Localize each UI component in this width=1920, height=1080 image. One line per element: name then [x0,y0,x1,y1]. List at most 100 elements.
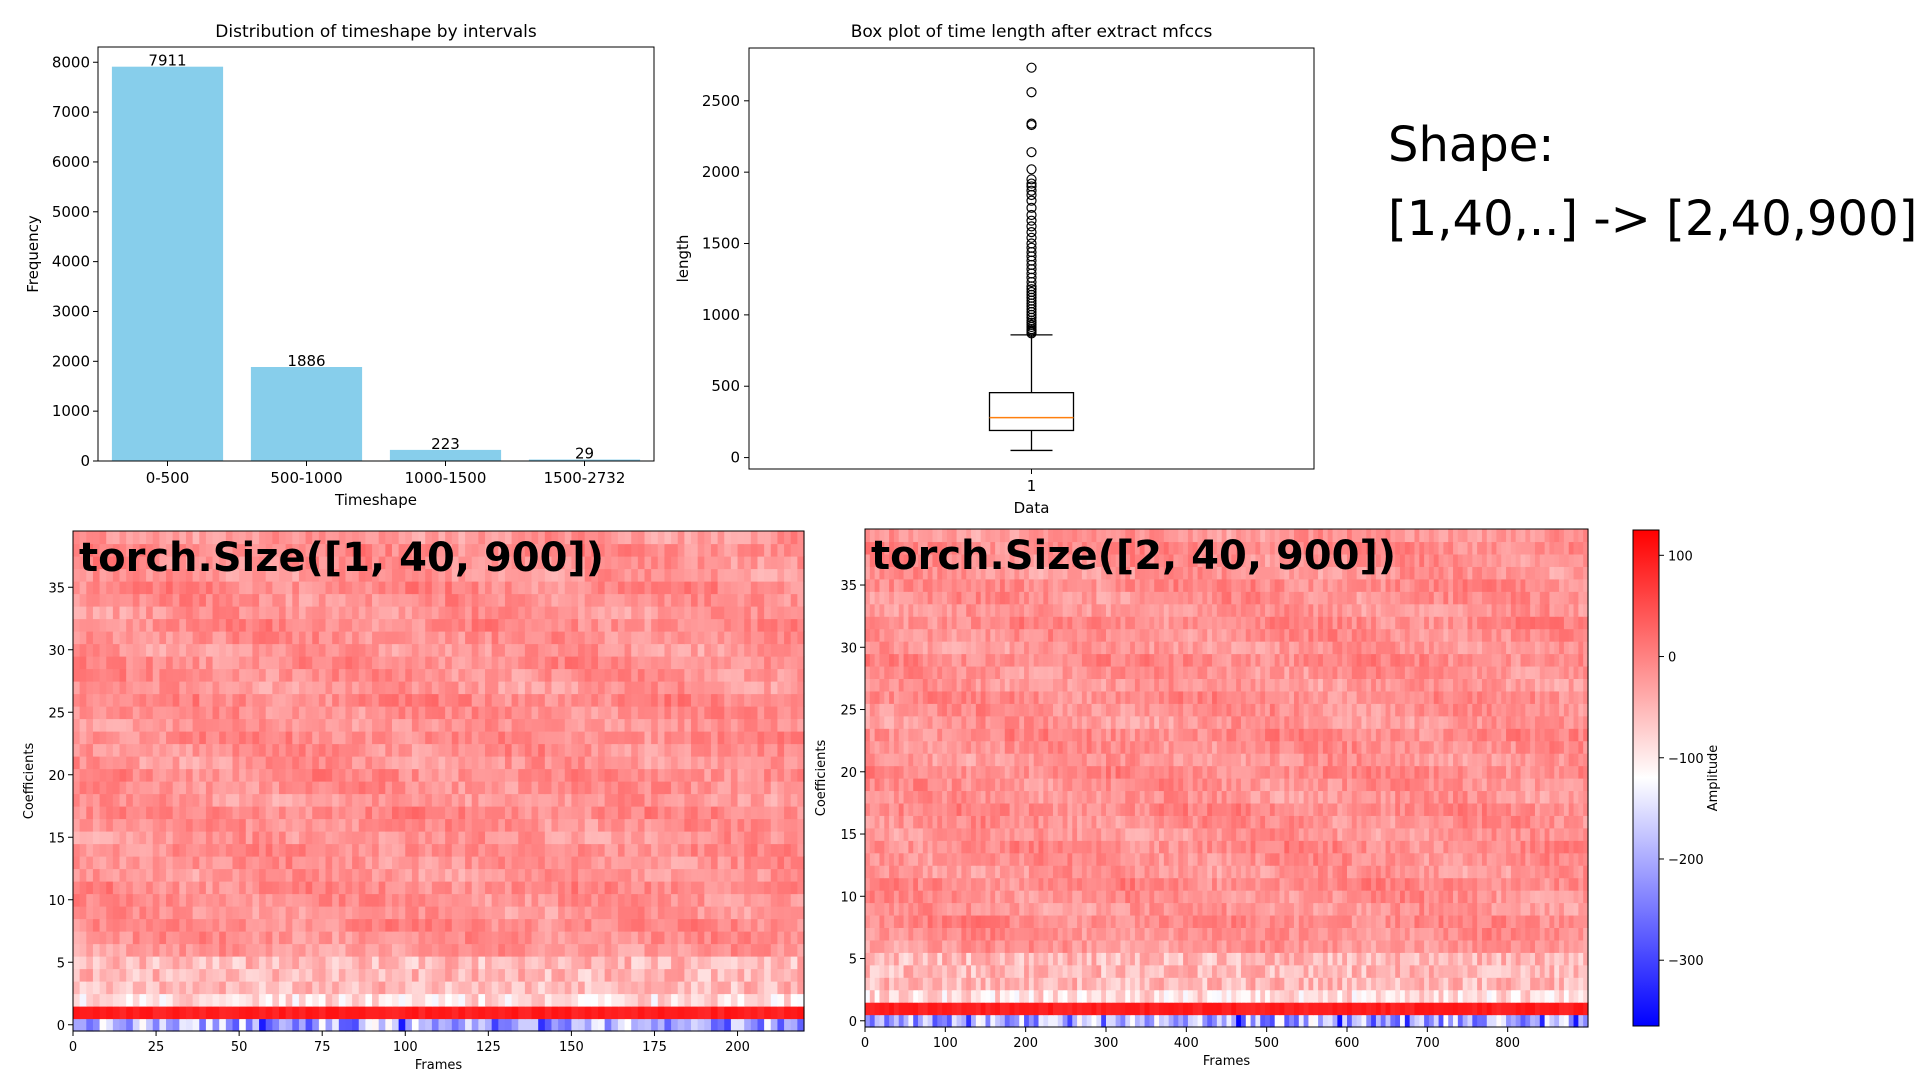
heatmap-cell [219,556,227,570]
heatmap-cell [159,1018,167,1032]
heatmap-cell [471,543,479,557]
heatmap-cell [418,768,426,782]
heatmap-cell [671,843,679,857]
heatmap-cell [372,631,380,645]
heatmap-cell [1245,1014,1252,1028]
heatmap-cell [438,756,446,770]
heatmap-cell [225,693,234,707]
heatmap-cell [365,906,373,920]
heatmap-cell [232,656,240,670]
heatmap-cell [431,756,440,770]
heatmap-cell [524,1006,533,1020]
heatmap-cell [797,893,805,907]
heatmap-cell [913,1002,919,1016]
heatmap-cell [292,756,300,770]
heatmap-cell [1361,1002,1367,1016]
heatmap-cell [1390,1014,1396,1028]
heatmap-cell [1163,1014,1170,1028]
heatmap-cell [106,581,114,595]
heatmap-cell [498,806,506,820]
heatmap-cell [637,706,646,720]
heatmap-cell [431,868,440,882]
heatmap-cell [152,693,160,707]
heatmap-cell [1240,1014,1247,1028]
heatmap-cell [385,1018,393,1032]
heatmap-cell [651,843,659,857]
heatmap-cell [498,856,506,870]
heatmap-cell [524,743,533,757]
heatmap-cell [584,981,592,995]
heatmap-cell [504,1006,513,1020]
heatmap-cell [1120,1002,1126,1016]
heatmap-cell [491,893,499,907]
heatmap-cell [152,631,160,645]
heatmap-cell [664,643,672,657]
heatmap-cell [664,806,672,820]
heatmap-cell [358,781,366,795]
heatmap-cell [391,706,400,720]
heatmap-cell [584,593,592,607]
heatmap-cell [106,643,114,657]
heatmap-cell [671,606,679,620]
heatmap-cell [405,643,413,657]
heatmap-cell [558,931,566,945]
heatmap-cell [664,931,672,945]
heatmap-cell [365,1006,373,1020]
heatmap-cell [112,906,121,920]
heatmap-cell [445,931,453,945]
heatmap-cell [684,568,692,582]
heatmap-cell [531,731,539,745]
heatmap-cell [677,718,685,732]
heatmap-cell [637,643,646,657]
heatmap-cell [405,806,413,820]
heatmap-cell [504,768,513,782]
heatmap-cell [1303,1014,1310,1028]
heatmap-cell [571,568,579,582]
heatmap-cell [79,543,87,557]
heatmap-cell [312,943,320,957]
heatmap-cell [252,868,260,882]
heatmap-cell [1549,1002,1555,1016]
heatmap-cell [232,731,240,745]
heatmap-cell [764,1018,772,1032]
heatmap-cell [558,981,566,995]
heatmap-cell [471,918,479,932]
heatmap-cell [498,781,506,795]
heatmap-cell [225,581,234,595]
heatmap-cell [179,756,187,770]
heatmap-cell [511,531,519,545]
heatmap-cell [358,993,366,1007]
heatmap-cell [352,781,360,795]
heatmap-cell [465,856,473,870]
heatmap-cell [199,806,207,820]
heatmap-cell [671,918,679,932]
heatmap-cell [79,956,87,970]
heatmap-cell [730,643,739,657]
heatmap-cell [265,868,273,882]
heatmap-cell [318,668,327,682]
heatmap-cell [345,618,353,632]
heatmap-cell [491,681,499,695]
heatmap-cell [365,993,373,1007]
heatmap-cell [671,731,679,745]
heatmap-cell [285,781,293,795]
heatmap-cell [445,956,453,970]
heatmap-cell [345,831,353,845]
heatmap-cell [637,868,646,882]
heatmap-cell [391,556,400,570]
heatmap-cell [578,781,586,795]
heatmap-cell [225,731,234,745]
heatmap-cell [624,806,632,820]
heatmap-cell [185,656,194,670]
heatmap-cell [332,568,340,582]
heatmap-cell [358,956,366,970]
heatmap-cell [744,543,752,557]
heatmap-cell [1419,1014,1425,1028]
heatmap-cell [498,568,506,582]
heatmap-cell [272,943,280,957]
heatmap-cell [518,568,526,582]
heatmap-cell [564,631,573,645]
heatmap-cell [378,718,386,732]
heatmap-cell [518,856,526,870]
heatmap-cell [471,743,479,757]
